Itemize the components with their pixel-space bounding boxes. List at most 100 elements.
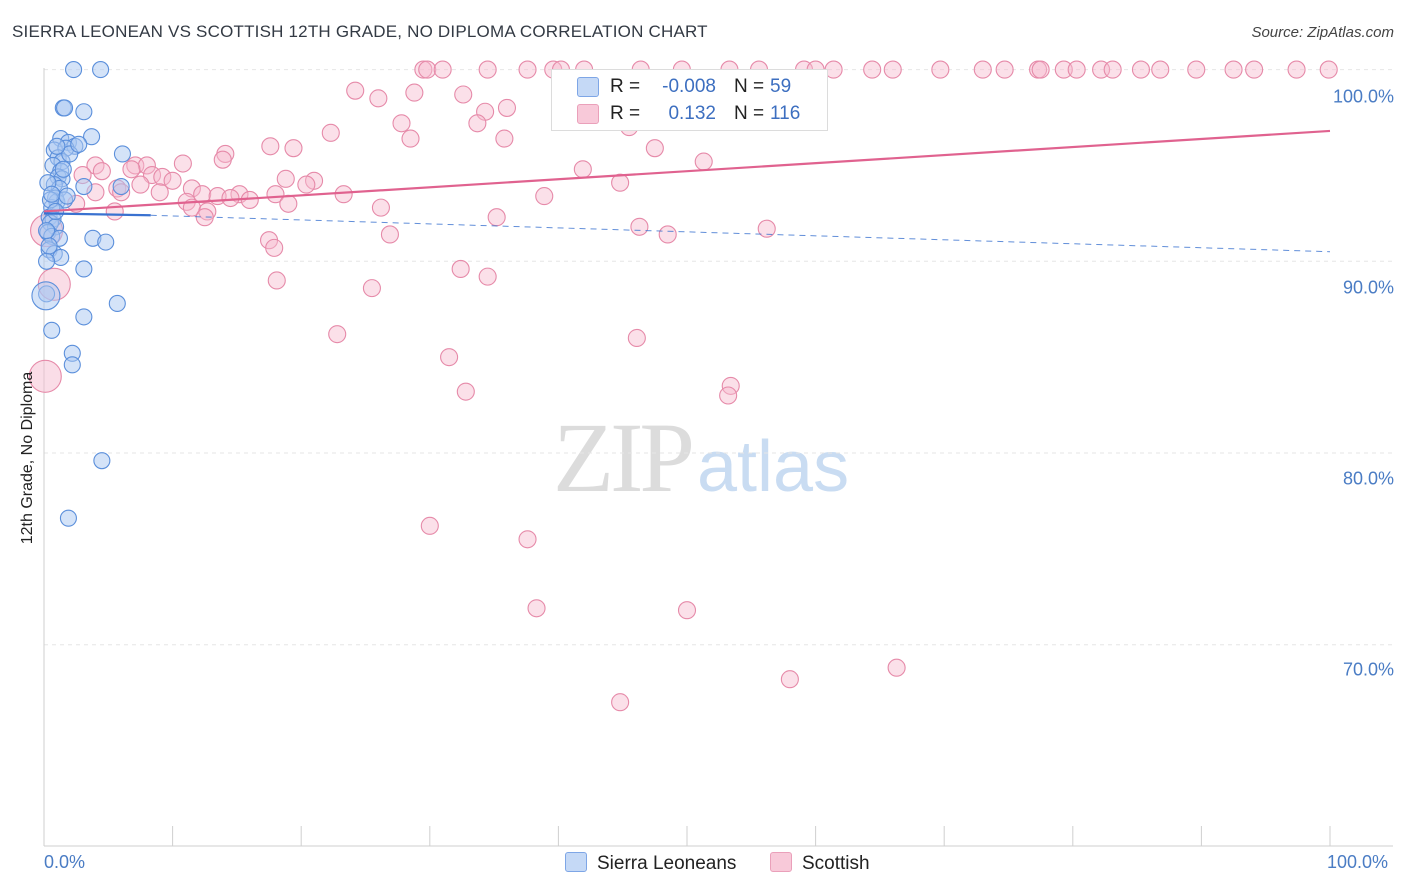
sierra-leonean-point xyxy=(108,294,126,313)
scottish-point xyxy=(535,187,554,206)
scottish-point xyxy=(1245,60,1264,79)
scottish-point xyxy=(150,183,169,202)
scottish-point xyxy=(371,198,390,217)
sierra-leonean-point xyxy=(97,233,115,251)
scottish-points xyxy=(28,60,1338,712)
sierra-leonean-point xyxy=(92,61,110,79)
grid-layer xyxy=(44,69,1393,646)
r-value: 0.132 xyxy=(668,103,716,124)
sierra-leonean-point xyxy=(75,103,93,121)
sierra-leonean-trend-dashed xyxy=(150,214,1331,253)
scottish-point xyxy=(362,279,381,298)
chart-title: SIERRA LEONEAN VS SCOTTISH 12TH GRADE, N… xyxy=(12,22,708,41)
sierra-leonean-point xyxy=(75,308,93,326)
sierra-leonean-point xyxy=(48,137,66,155)
sierra-leonean-point xyxy=(43,321,61,339)
legend-swatch-pink xyxy=(770,852,792,872)
scottish-point xyxy=(518,530,537,549)
scottish-point xyxy=(105,202,124,221)
sierra-leonean-trend-line xyxy=(43,212,151,217)
scottish-point xyxy=(279,194,298,213)
sierra-leonean-point xyxy=(65,61,83,79)
scottish-point xyxy=(627,328,646,348)
scottish-point xyxy=(780,670,799,689)
scottish-point xyxy=(131,175,150,194)
n-value: 116 xyxy=(770,103,801,124)
scottish-trend-line xyxy=(43,129,1331,213)
legend-item-sierra-leoneans[interactable]: Sierra Leoneans xyxy=(565,852,736,875)
sierra-leonean-point xyxy=(38,222,56,240)
scottish-point xyxy=(261,137,280,156)
legend-item-scottish[interactable]: Scottish xyxy=(770,852,870,875)
scottish-point xyxy=(527,599,546,618)
scottish-point xyxy=(321,123,340,142)
scottish-point xyxy=(454,85,473,104)
scottish-point xyxy=(328,325,347,344)
scottish-point xyxy=(468,114,487,133)
watermark-zip: ZIP xyxy=(553,402,695,513)
trend-lines xyxy=(43,129,1331,253)
sierra-leonean-point xyxy=(63,356,81,374)
scottish-point xyxy=(677,601,697,620)
scottish-point xyxy=(92,162,111,181)
sierra-leonean-points xyxy=(31,61,131,527)
x-tick-label-min: 0.0% xyxy=(44,852,86,872)
x-tick-label-max: 100.0% xyxy=(1327,852,1389,872)
y-tick-label: 70.0% xyxy=(1342,659,1394,680)
scottish-point xyxy=(195,208,214,227)
source-label: Source: ZipAtlas.com xyxy=(1251,24,1394,41)
stats-box: R = -0.008 N = 59 R = 0.132 N = 116 xyxy=(551,69,828,131)
scottish-point xyxy=(266,185,285,204)
scottish-point xyxy=(392,114,411,133)
scottish-point xyxy=(163,171,182,190)
scottish-point xyxy=(213,150,232,169)
scottish-point xyxy=(611,693,630,712)
r-label: R = xyxy=(610,103,641,124)
pink-swatch xyxy=(577,104,599,124)
n-label: N = xyxy=(734,103,765,124)
sierra-leonean-point xyxy=(112,177,130,196)
scottish-point xyxy=(414,60,433,79)
scottish-point xyxy=(369,89,388,108)
blue-swatch xyxy=(577,77,599,97)
scottish-point xyxy=(694,152,713,171)
scottish-point xyxy=(611,173,630,192)
scottish-point xyxy=(478,267,497,286)
scottish-point xyxy=(267,271,286,290)
n-value: 59 xyxy=(770,76,792,97)
legend-label: Scottish xyxy=(802,853,870,874)
watermark: ZIPatlas xyxy=(553,400,849,515)
scottish-point xyxy=(122,160,141,179)
scottish-point xyxy=(193,185,212,204)
sierra-leonean-point xyxy=(70,135,88,153)
scottish-point xyxy=(1151,60,1170,79)
scottish-point xyxy=(1187,60,1206,79)
r-label: R = xyxy=(610,76,641,97)
scottish-point xyxy=(137,156,156,175)
scottish-point xyxy=(380,225,399,244)
scottish-point xyxy=(433,60,452,79)
scottish-point xyxy=(221,188,240,208)
watermark-atlas: atlas xyxy=(697,427,850,507)
scottish-point xyxy=(973,60,992,79)
scottish-point xyxy=(182,179,201,198)
scottish-point xyxy=(487,208,506,227)
scottish-point xyxy=(1054,60,1073,79)
scottish-point xyxy=(1287,60,1306,79)
scottish-point xyxy=(645,139,664,158)
y-tick-label: 80.0% xyxy=(1342,468,1394,489)
scottish-point xyxy=(418,60,437,79)
sierra-leonean-point xyxy=(113,145,131,163)
scottish-point xyxy=(1103,60,1122,79)
scottish-point xyxy=(478,60,497,79)
scottish-point xyxy=(518,60,537,79)
scottish-point xyxy=(451,259,470,279)
sierra-leonean-point xyxy=(56,99,74,117)
scottish-point xyxy=(284,139,303,158)
scottish-point xyxy=(863,60,882,79)
scottish-point xyxy=(265,238,284,257)
scottish-point xyxy=(887,658,906,677)
y-axis-label: 12th Grade, No Diploma xyxy=(19,371,36,545)
sierra-leonean-point-large xyxy=(31,281,61,311)
